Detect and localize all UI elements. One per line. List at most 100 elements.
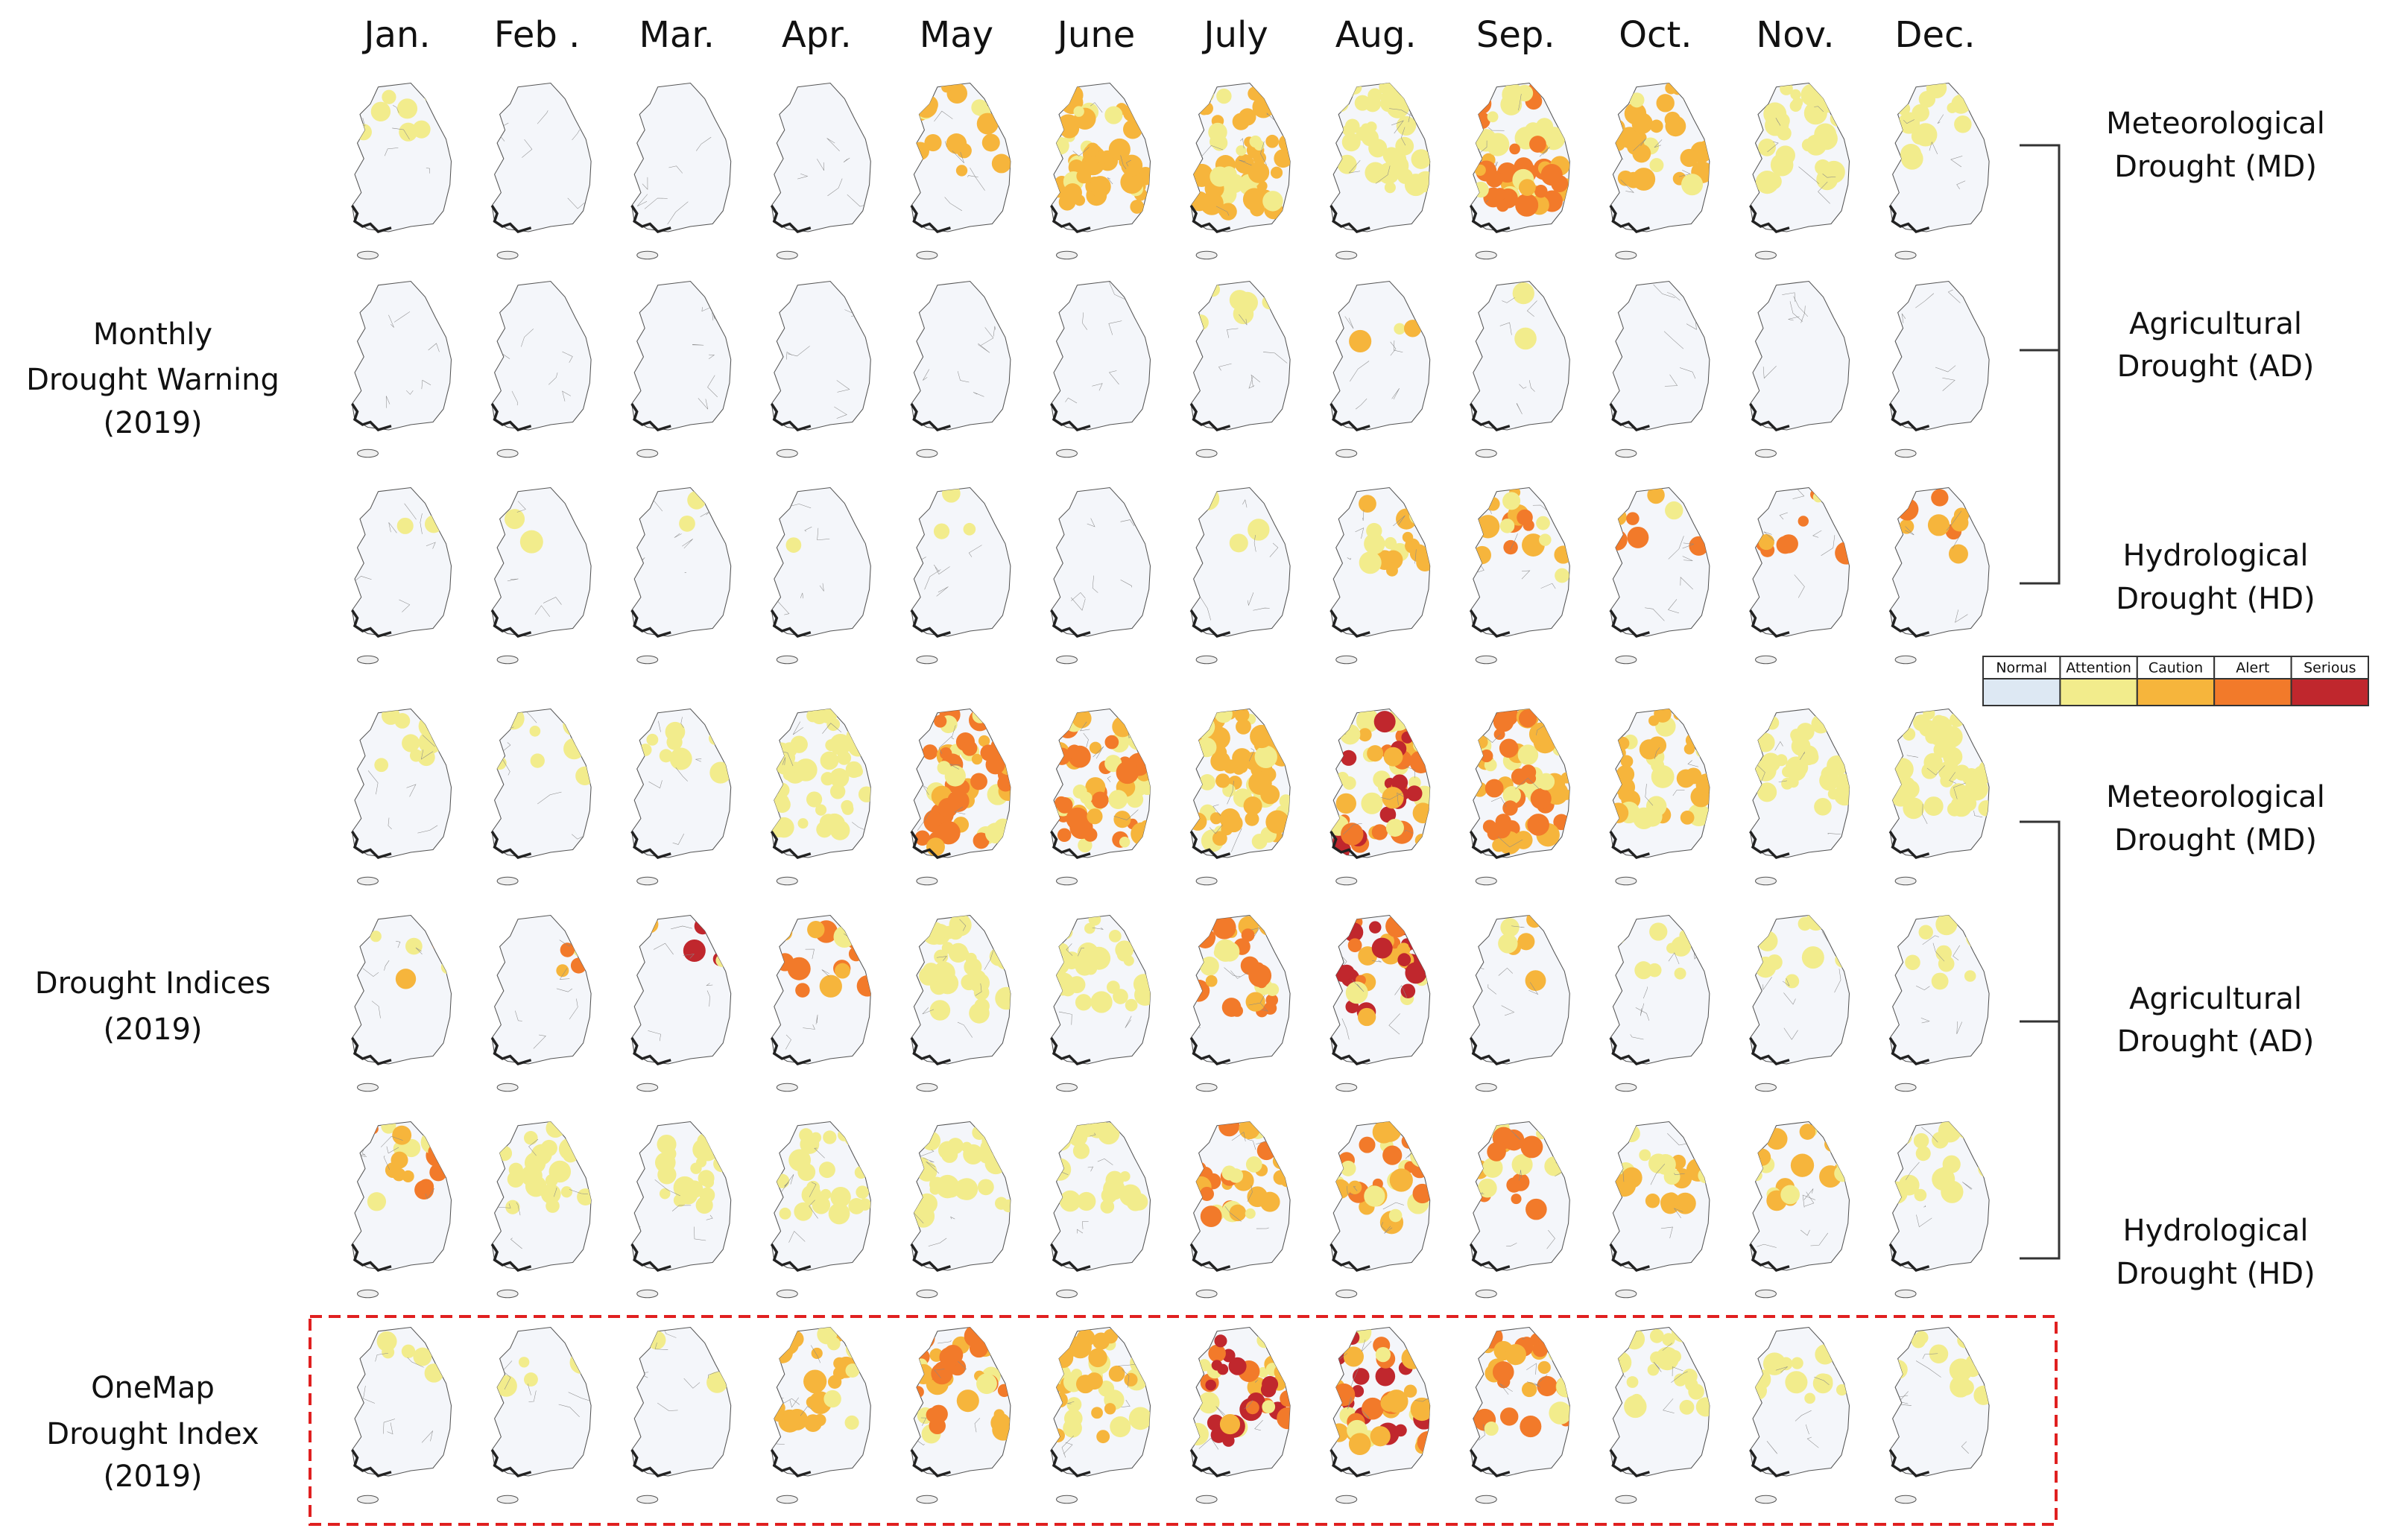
coast bbox=[1749, 205, 1790, 233]
boundary bbox=[1949, 772, 1956, 784]
drought-area bbox=[817, 1327, 838, 1345]
map bbox=[1189, 487, 1291, 665]
boundary bbox=[388, 817, 392, 829]
drought-area bbox=[496, 1327, 516, 1345]
boundary bbox=[1072, 147, 1090, 156]
drought-area bbox=[1057, 828, 1072, 843]
drought-area bbox=[1122, 119, 1142, 139]
boundary bbox=[1803, 1188, 1814, 1200]
coast bbox=[1609, 1449, 1650, 1477]
boundary bbox=[353, 576, 372, 583]
boundary bbox=[636, 194, 648, 207]
drought-area bbox=[1052, 89, 1072, 108]
coast bbox=[1469, 1449, 1511, 1477]
boundary bbox=[974, 1418, 981, 1433]
boundary bbox=[559, 968, 570, 980]
drought-area bbox=[845, 1363, 860, 1378]
boundary bbox=[993, 326, 996, 337]
boundary bbox=[1953, 945, 1960, 961]
drought-area bbox=[993, 1409, 1005, 1420]
boundary bbox=[923, 369, 930, 381]
drought-area bbox=[949, 915, 972, 937]
boundary bbox=[533, 1034, 546, 1049]
boundary bbox=[1242, 499, 1248, 508]
drought-area bbox=[1248, 771, 1272, 795]
coast bbox=[1888, 1449, 1930, 1477]
drought-area bbox=[856, 975, 871, 997]
map bbox=[490, 914, 592, 1092]
drought-area bbox=[1798, 916, 1812, 931]
island bbox=[1615, 876, 1637, 886]
boundary bbox=[817, 159, 825, 171]
drought-area bbox=[1927, 514, 1950, 536]
map bbox=[1888, 280, 1990, 458]
drought-area bbox=[1401, 731, 1414, 744]
map-fill bbox=[1191, 1121, 1291, 1229]
island bbox=[776, 655, 798, 665]
drought-area bbox=[1512, 282, 1534, 305]
island bbox=[1055, 1083, 1078, 1092]
boundary bbox=[516, 501, 526, 513]
coast bbox=[1329, 1449, 1370, 1477]
boundary bbox=[1384, 1226, 1393, 1234]
boundary bbox=[922, 1007, 935, 1015]
drought-area bbox=[1265, 810, 1289, 834]
boundary bbox=[1375, 165, 1391, 184]
drought-area bbox=[1610, 928, 1626, 945]
drought-area bbox=[1409, 1340, 1430, 1363]
drought-area bbox=[1671, 1327, 1694, 1343]
drought-area bbox=[1519, 179, 1536, 196]
drought-area bbox=[401, 1344, 416, 1358]
boundary bbox=[1668, 536, 1684, 560]
boundary bbox=[522, 139, 533, 158]
drought-area bbox=[1530, 788, 1552, 810]
map-land bbox=[1749, 280, 1850, 431]
drought-area bbox=[1090, 176, 1111, 197]
drought-area bbox=[1394, 1424, 1407, 1437]
coast bbox=[1050, 831, 1091, 859]
map bbox=[490, 82, 592, 260]
highlight-box bbox=[309, 1315, 2058, 1526]
drought-area bbox=[574, 734, 592, 758]
drought-area bbox=[1788, 777, 1799, 788]
boundary bbox=[510, 1238, 522, 1249]
map-fill bbox=[1653, 284, 1697, 387]
boundary bbox=[1922, 803, 1928, 824]
map bbox=[351, 280, 452, 458]
drought-area bbox=[941, 942, 954, 954]
drought-area bbox=[1126, 1193, 1145, 1211]
boundary bbox=[1922, 1353, 1938, 1360]
drought-area bbox=[1632, 168, 1656, 191]
drought-area bbox=[1410, 1397, 1430, 1422]
drought-area bbox=[1389, 1168, 1413, 1192]
boundary bbox=[392, 127, 410, 140]
drought-area bbox=[970, 773, 987, 790]
drought-area bbox=[570, 957, 587, 974]
boundary bbox=[1822, 174, 1836, 178]
boundary bbox=[1901, 313, 1906, 323]
drought-type-label: Drought (HD) bbox=[2116, 1257, 2315, 1291]
drought-area bbox=[806, 1180, 821, 1194]
drought-area bbox=[575, 928, 589, 942]
drought-area bbox=[1201, 930, 1216, 945]
drought-area bbox=[1682, 84, 1702, 104]
boundary bbox=[819, 583, 824, 592]
boundary bbox=[1350, 361, 1370, 382]
island bbox=[1195, 655, 1218, 665]
boundary bbox=[1539, 147, 1550, 157]
boundary bbox=[1248, 995, 1265, 1006]
drought-area bbox=[1502, 492, 1521, 510]
drought-area bbox=[856, 728, 871, 750]
boundary bbox=[696, 136, 712, 151]
boundary bbox=[1478, 1424, 1485, 1441]
drought-area bbox=[807, 920, 825, 939]
boundary bbox=[1678, 170, 1691, 177]
boundary bbox=[528, 1390, 537, 1402]
drought-area bbox=[1610, 709, 1625, 723]
drought-area bbox=[646, 733, 659, 746]
drought-area bbox=[823, 1130, 837, 1144]
island bbox=[916, 449, 938, 458]
drought-area bbox=[800, 1134, 820, 1154]
drought-area bbox=[1265, 983, 1280, 996]
drought-area bbox=[943, 1345, 964, 1366]
